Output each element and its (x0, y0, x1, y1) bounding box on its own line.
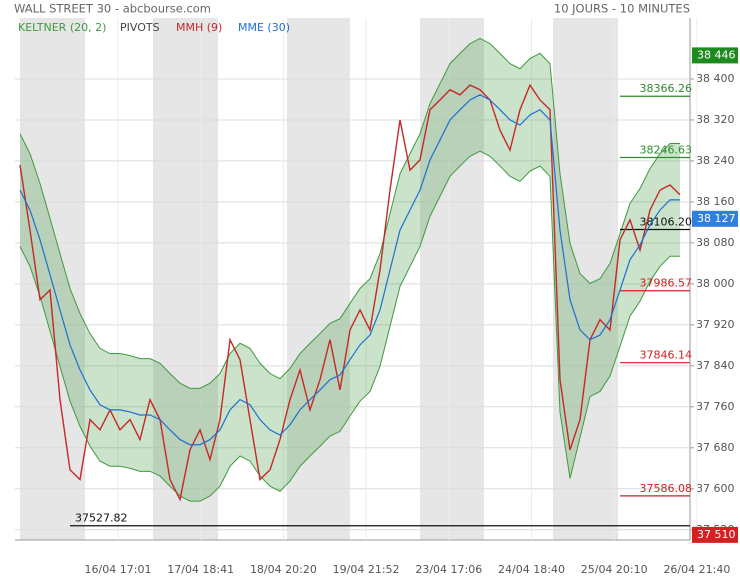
legend-mmh: MMH (9) (176, 21, 222, 34)
keltner-lower (19, 150, 680, 502)
price-tag (692, 47, 738, 64)
price-tag-label: 38 127 (697, 212, 736, 225)
y-tick-label: 37 840 (696, 359, 735, 372)
keltner-fill (20, 38, 680, 502)
pivot-label: 38366.26 (640, 82, 693, 95)
y-tick-label: 38 320 (696, 113, 735, 126)
pivot-label: 38246.63 (640, 144, 693, 157)
y-tick-label: 37 680 (696, 441, 735, 454)
legend-pivots: PIVOTS (120, 21, 160, 34)
pivot-label: 37586.08 (640, 482, 693, 495)
x-tick-label: 26/04 21:40 (663, 563, 730, 576)
x-tick-label: 19/04 21:52 (333, 563, 400, 576)
price-tag (692, 526, 738, 543)
day-band (420, 18, 484, 540)
x-tick-label: 24/04 18:40 (498, 563, 565, 576)
pivot-label: 37527.82 (75, 512, 128, 525)
y-tick-label: 38 240 (696, 154, 735, 167)
x-tick-label: 23/04 17:06 (415, 563, 482, 576)
pivot-label: 37846.14 (640, 349, 693, 362)
day-band (20, 18, 85, 540)
pivot-label: 37986.57 (640, 277, 693, 290)
x-tick-label: 18/04 20:20 (250, 563, 317, 576)
y-tick-label: 38 080 (696, 236, 735, 249)
series-line (19, 94, 680, 446)
price-tag-label: 38 446 (697, 48, 736, 61)
y-tick-label: 38 160 (696, 195, 735, 208)
y-tick-label: 37 760 (696, 400, 735, 413)
legend-mme: MME (30) (238, 21, 290, 34)
y-tick-label: 38 000 (696, 277, 735, 290)
chart-title: WALL STREET 30 - abcbourse.com (14, 2, 211, 16)
x-tick-label: 16/04 17:01 (85, 563, 152, 576)
price-tag (692, 210, 738, 227)
day-band (287, 18, 350, 540)
y-tick-label: 38 400 (696, 72, 735, 85)
y-tick-label: 37 920 (696, 318, 735, 331)
series-line (19, 83, 681, 502)
period: 10 JOURS - 10 MINUTES (554, 2, 690, 16)
x-tick-label: 25/04 20:10 (581, 563, 648, 576)
legend-keltner: KELTNER (20, 2) (18, 21, 106, 34)
keltner-upper (19, 37, 680, 389)
pivot-label: 38106.20 (640, 215, 693, 228)
x-tick-label: 17/04 18:41 (167, 563, 234, 576)
price-tag-label: 37 510 (697, 528, 736, 541)
y-tick-label: 37 600 (696, 482, 735, 495)
